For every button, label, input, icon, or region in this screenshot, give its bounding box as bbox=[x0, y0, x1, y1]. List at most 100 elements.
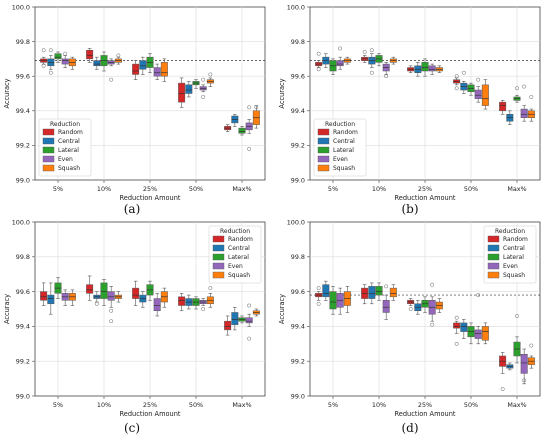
box-central bbox=[460, 70, 468, 94]
legend-label-central: Central bbox=[503, 245, 525, 252]
box-body bbox=[61, 58, 69, 65]
box-even bbox=[428, 282, 436, 327]
outlier-point bbox=[454, 86, 459, 91]
legend-label-squash: Squash bbox=[333, 165, 355, 172]
outlier-point bbox=[247, 303, 252, 308]
box-even bbox=[245, 105, 253, 151]
box-body bbox=[245, 317, 253, 324]
box-lateral bbox=[54, 277, 62, 299]
y-tick-label: 99.8 bbox=[16, 38, 30, 46]
box-random bbox=[40, 282, 48, 306]
box-even bbox=[474, 77, 482, 103]
x-axis-label: Reduction Amount bbox=[395, 194, 456, 202]
x-tick-label: 5% bbox=[53, 401, 63, 409]
legend-swatch-central bbox=[42, 137, 55, 145]
outlier-point bbox=[48, 48, 53, 53]
box-central bbox=[460, 319, 468, 339]
y-tick-label: 99.4 bbox=[16, 107, 30, 115]
outlier-point bbox=[529, 95, 534, 99]
legend-label-central: Central bbox=[333, 138, 355, 145]
box-body bbox=[481, 84, 489, 106]
box-squash bbox=[114, 291, 122, 303]
outlier-point bbox=[41, 48, 46, 53]
y-tick-label: 100.0 bbox=[287, 3, 305, 11]
x-axis-label: Reduction Amount bbox=[120, 410, 181, 418]
box-body bbox=[178, 82, 186, 103]
y-axis-label: Accuracy bbox=[278, 78, 286, 108]
box-body bbox=[368, 286, 376, 299]
legend-label-random: Random bbox=[228, 236, 253, 243]
box-even bbox=[107, 286, 115, 324]
box-central bbox=[414, 299, 422, 315]
legend-swatch-lateral bbox=[317, 146, 330, 154]
box-lateral bbox=[238, 126, 246, 136]
box-body bbox=[139, 60, 147, 70]
legend-swatch-random bbox=[42, 128, 55, 136]
box-even bbox=[520, 348, 528, 385]
outlier-point bbox=[201, 95, 206, 99]
box-body bbox=[153, 67, 161, 77]
y-tick-label: 99.6 bbox=[291, 73, 305, 81]
legend-label-central: Central bbox=[58, 138, 80, 145]
box-random bbox=[132, 280, 140, 306]
x-tick-label: Max% bbox=[507, 401, 526, 409]
y-axis-label: Accuracy bbox=[3, 78, 11, 108]
box-squash bbox=[527, 343, 535, 369]
y-tick-label: 99.8 bbox=[291, 38, 305, 46]
box-body bbox=[132, 287, 140, 299]
box-body bbox=[375, 286, 383, 296]
outlier-point bbox=[201, 77, 206, 82]
x-tick-label: 5% bbox=[53, 185, 63, 193]
outlier-point bbox=[94, 301, 99, 306]
box-body bbox=[132, 63, 140, 75]
box-body bbox=[40, 291, 48, 301]
legend-label-lateral: Lateral bbox=[228, 254, 249, 261]
outlier-point bbox=[369, 70, 374, 75]
outlier-point bbox=[529, 343, 534, 348]
box-lateral bbox=[54, 51, 62, 63]
outlier-point bbox=[63, 51, 68, 56]
box-random bbox=[407, 298, 415, 311]
x-tick-label: 25% bbox=[418, 185, 432, 193]
outlier-point bbox=[109, 77, 114, 82]
box-even bbox=[336, 46, 344, 70]
legend-swatch-even bbox=[487, 262, 500, 270]
box-lateral bbox=[421, 58, 429, 77]
box-squash bbox=[160, 58, 168, 82]
legend-swatch-random bbox=[487, 235, 500, 243]
box-squash bbox=[68, 56, 76, 70]
box-squash bbox=[481, 322, 489, 345]
legend-swatch-squash bbox=[317, 164, 330, 172]
box-even bbox=[245, 303, 253, 341]
legend-swatch-lateral bbox=[212, 253, 225, 261]
box-body bbox=[520, 108, 528, 118]
outlier-point bbox=[430, 322, 435, 327]
outlier-point bbox=[408, 307, 413, 311]
outlier-point bbox=[201, 307, 206, 311]
box-body bbox=[499, 101, 507, 112]
outlier-point bbox=[48, 70, 53, 75]
x-tick-label: 10% bbox=[372, 401, 386, 409]
x-tick-label: 5% bbox=[328, 401, 338, 409]
outlier-point bbox=[338, 46, 343, 51]
legend-label-lateral: Lateral bbox=[503, 254, 524, 261]
legend-swatch-random bbox=[212, 235, 225, 243]
outlier-point bbox=[254, 105, 259, 110]
legend-label-random: Random bbox=[333, 129, 358, 136]
outlier-point bbox=[384, 284, 389, 289]
chart-panel-3: 99.0 99.2 99.4 99.6 99.8 100.0 5% 10% 25% 50% Max%… bbox=[3, 218, 266, 435]
box-body bbox=[54, 53, 62, 60]
box-body bbox=[86, 50, 94, 60]
panel-caption: (b) bbox=[401, 202, 418, 216]
box-random bbox=[315, 51, 323, 72]
box-random bbox=[224, 315, 232, 336]
box-lateral bbox=[192, 296, 200, 310]
y-tick-label: 99.0 bbox=[16, 392, 30, 400]
box-central bbox=[322, 53, 330, 68]
box-even bbox=[107, 58, 115, 82]
y-tick-label: 99.4 bbox=[291, 107, 305, 115]
box-central bbox=[368, 282, 376, 305]
box-body bbox=[520, 353, 528, 374]
x-tick-label: 10% bbox=[372, 185, 386, 193]
